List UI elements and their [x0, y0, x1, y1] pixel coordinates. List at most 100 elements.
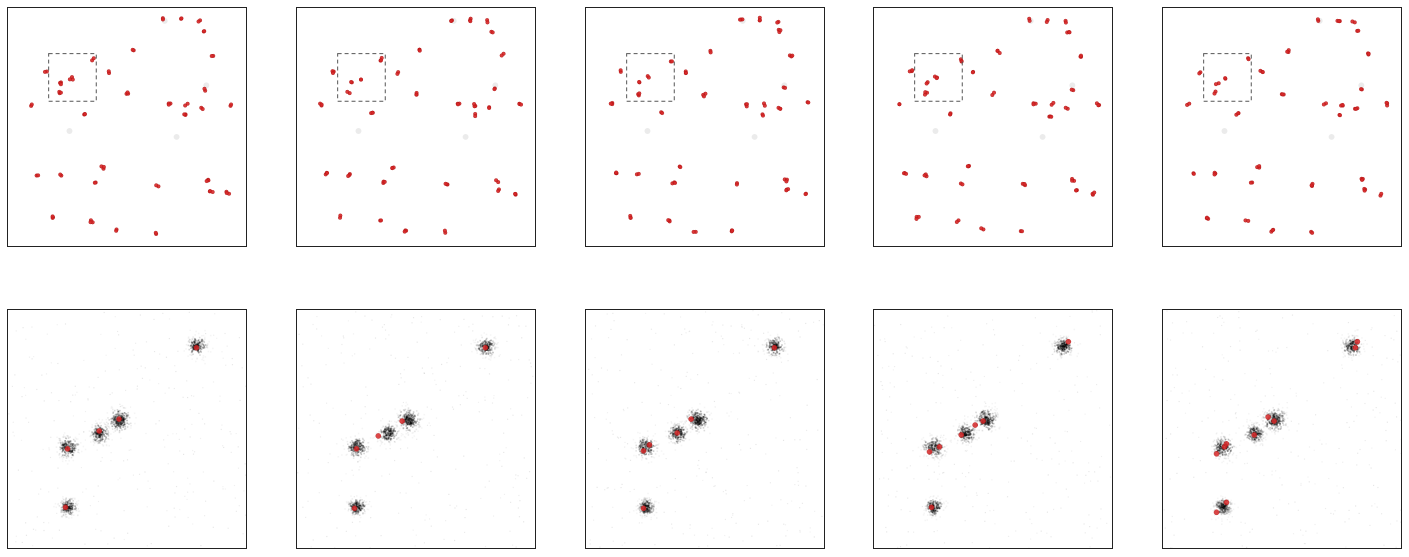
- emitter-pixel: [769, 342, 771, 345]
- noise-pixel: [1258, 472, 1261, 474]
- emitter-pixel: [647, 492, 649, 495]
- emitter-pixel: [672, 426, 675, 429]
- noise-pixel: [1007, 481, 1010, 483]
- emitter-pixel: [987, 413, 990, 415]
- emitter-pixel: [489, 348, 492, 351]
- emitter-pixel: [939, 436, 942, 439]
- emitter-pixel: [944, 506, 947, 509]
- emitter-pixel: [775, 343, 777, 346]
- emitter-pixel: [674, 429, 676, 432]
- emitter-pixel: [63, 445, 66, 448]
- noise-pixel: [1295, 395, 1297, 397]
- emitter-pixel: [396, 432, 398, 435]
- overview-panel-2: [296, 7, 536, 247]
- noise-pixel: [57, 362, 59, 365]
- noise-pixel: [532, 375, 534, 377]
- noise-pixel: [1049, 368, 1051, 370]
- ghost-layer: [644, 17, 788, 140]
- emitter-pixel: [644, 504, 647, 507]
- emitter-pixel: [708, 414, 711, 416]
- noise-pixel: [400, 377, 402, 379]
- emitter-pixel: [62, 443, 64, 445]
- emitter-pixel: [417, 430, 419, 432]
- emitter-pixel: [651, 441, 653, 444]
- emitter-pixel: [679, 430, 682, 433]
- noise-pixel: [321, 335, 323, 337]
- emitter-pixel: [775, 343, 778, 346]
- noise-pixel: [515, 546, 517, 548]
- emitter-pixel: [678, 436, 680, 439]
- noise-pixel: [119, 477, 121, 479]
- noise-pixel: [356, 455, 358, 457]
- emitter-pixel: [70, 512, 73, 514]
- emitter-pixel: [960, 425, 963, 428]
- emitter-pixel: [354, 513, 357, 515]
- noise-pixel: [991, 479, 993, 481]
- emitter-pixel: [67, 509, 70, 512]
- emitter-pixel: [939, 505, 942, 508]
- emitter-pixel: [78, 510, 81, 512]
- localization-dot: [1354, 106, 1359, 111]
- emitter-pixel: [675, 429, 677, 432]
- emitter-pixel: [387, 432, 389, 435]
- noise-pixel: [906, 467, 908, 469]
- emitter-pixel: [928, 502, 930, 504]
- emitter-pixel: [391, 428, 393, 430]
- noise-pixel: [728, 415, 730, 417]
- emitter-pixel: [646, 506, 649, 508]
- emitter-pixel: [667, 430, 670, 433]
- emitter-pixel: [69, 450, 71, 453]
- noise-pixel: [216, 337, 218, 339]
- emitter-pixel: [1062, 341, 1065, 343]
- emitter-pixel: [62, 509, 65, 512]
- noise-pixel: [369, 501, 371, 503]
- emitter-pixel: [362, 503, 364, 506]
- emitter-pixel: [694, 413, 696, 416]
- emitter-pixel: [691, 413, 694, 416]
- emitter-pixel: [116, 428, 118, 431]
- emitter-pixel: [93, 429, 96, 431]
- emitter-pixel: [105, 444, 108, 447]
- emitter-pixel: [485, 352, 488, 354]
- emitter-pixel: [101, 431, 104, 434]
- emitter-pixel: [121, 416, 124, 419]
- emitter-pixel: [930, 434, 932, 436]
- emitter-pixel: [479, 353, 482, 356]
- emitter-pixel: [642, 435, 644, 438]
- noise-pixel: [426, 424, 429, 426]
- emitter-pixel: [71, 505, 73, 507]
- emitter-pixel: [652, 505, 655, 508]
- emitter-pixel: [62, 514, 65, 517]
- emitter-pixel: [95, 432, 97, 434]
- noise-pixel: [1031, 522, 1033, 525]
- emitter-pixel: [1058, 351, 1061, 353]
- noise-pixel: [1312, 423, 1314, 425]
- emitter-pixel: [1073, 328, 1076, 331]
- emitter-pixel: [357, 451, 360, 454]
- emitter-pixel: [640, 452, 642, 454]
- emitter-pixel: [773, 340, 776, 343]
- emitter-pixel: [350, 501, 353, 503]
- noise-pixel: [629, 490, 631, 493]
- noise-pixel: [435, 383, 437, 386]
- emitter-pixel: [380, 441, 383, 444]
- emitter-pixel: [361, 503, 363, 505]
- emitter-pixel: [104, 439, 106, 442]
- emitter-pixel: [69, 507, 71, 510]
- noise-pixel: [213, 334, 215, 336]
- emitter-pixel: [981, 429, 984, 432]
- noise-pixel: [1394, 449, 1397, 451]
- emitter-pixel: [682, 428, 685, 431]
- emitter-pixel: [355, 511, 358, 513]
- emitter-pixel: [764, 339, 767, 341]
- emitter-pixel: [1056, 347, 1059, 350]
- noise-pixel: [707, 382, 709, 384]
- emitter-pixel: [490, 343, 493, 346]
- emitter-pixel: [408, 414, 411, 417]
- emitter-pixel: [352, 443, 355, 446]
- emitter-pixel: [343, 448, 346, 450]
- emitter-pixel: [61, 506, 64, 508]
- noise-pixel: [990, 444, 992, 446]
- emitter-pixel: [74, 447, 77, 450]
- emitter-pixel: [101, 431, 103, 433]
